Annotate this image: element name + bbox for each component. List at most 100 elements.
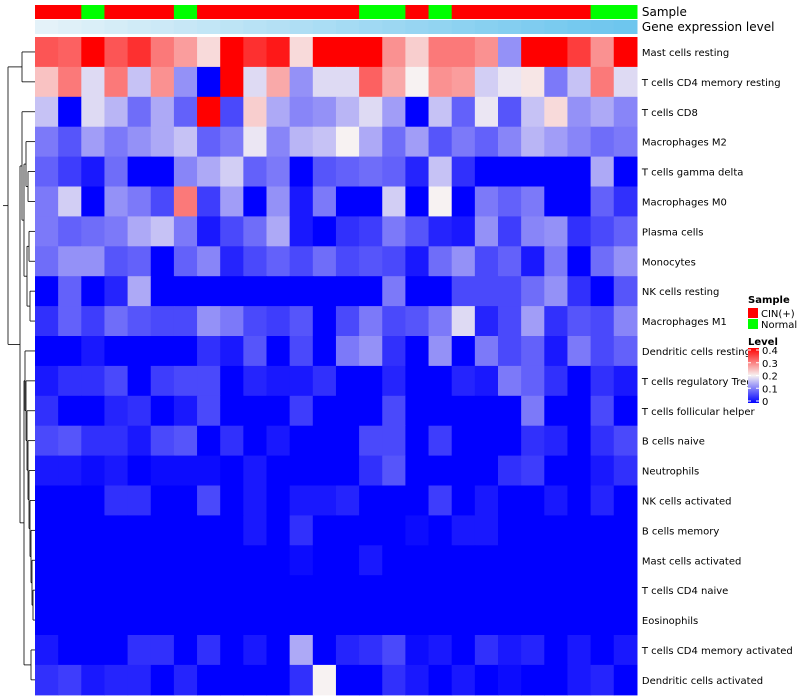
gene-expression-annotation-cell (312, 20, 337, 34)
heatmap-cell (521, 216, 545, 247)
heatmap-cell (58, 276, 82, 307)
sample-annotation-cell (81, 5, 106, 19)
heatmap-cell (590, 66, 615, 98)
row-label: Plasma cells (642, 227, 704, 238)
heatmap-cell (544, 216, 569, 247)
heatmap-cell (451, 455, 476, 487)
heatmap-cell (150, 276, 175, 307)
heatmap-cell (359, 306, 383, 337)
heatmap-cell (590, 664, 615, 696)
heatmap-cell (127, 425, 152, 457)
heatmap-cell (127, 365, 152, 397)
heatmap-cell (266, 575, 291, 606)
heatmap-cell (613, 156, 638, 188)
heatmap-cell (405, 575, 430, 606)
heatmap-cell (104, 66, 129, 98)
heatmap-cell (173, 605, 198, 636)
heatmap-cell (289, 575, 314, 606)
heatmap-cell (289, 306, 314, 337)
heatmap-cell (405, 336, 430, 367)
heatmap-cell (544, 575, 569, 606)
heatmap-cell (498, 306, 522, 337)
sample-legend-label: Normal (761, 320, 797, 331)
heatmap-cell (382, 365, 406, 397)
heatmap-cell (590, 635, 615, 666)
heatmap-cell (127, 306, 152, 337)
heatmap-cell (220, 156, 244, 188)
heatmap-cell (35, 515, 59, 546)
sample-annotation-cell (613, 5, 638, 19)
heatmap-cell (312, 306, 337, 337)
row-label: T cells CD4 memory activated (641, 646, 793, 657)
heatmap-cell (220, 365, 244, 397)
heatmap-cell (81, 664, 106, 696)
heatmap-cell (428, 515, 453, 546)
gene-expression-annotation-cell (266, 20, 291, 34)
heatmap-cell (382, 126, 406, 158)
heatmap-cell (289, 455, 314, 487)
heatmap-cell (58, 365, 82, 397)
level-legend-tick-label: 0.4 (762, 346, 778, 357)
heatmap-cell (590, 37, 615, 68)
heatmap-cell (521, 635, 545, 666)
heatmap-cell (150, 635, 175, 666)
heatmap-cell (428, 365, 453, 397)
heatmap-cell (243, 66, 268, 98)
heatmap-cell (266, 395, 291, 427)
heatmap-cell (289, 365, 314, 397)
heatmap-cell (220, 575, 244, 606)
heatmap-cell (289, 336, 314, 367)
heatmap-cell (590, 336, 615, 367)
heatmap-cell (451, 515, 476, 546)
heatmap-cell (613, 126, 638, 158)
heatmap-cell (150, 306, 175, 337)
heatmap-cell (567, 126, 592, 158)
heatmap-cell (173, 395, 198, 427)
gene-expression-annotation-cell (173, 20, 198, 34)
heatmap-cell (266, 276, 291, 307)
heatmap-cell (197, 37, 221, 68)
sample-annotation-cell (474, 5, 499, 19)
sample-annotation-cell (567, 5, 592, 19)
heatmap-cell (613, 336, 638, 367)
heatmap-cell (498, 336, 522, 367)
row-label: T cells follicular helper (641, 407, 756, 418)
gene-expression-annotation-cell (197, 20, 221, 34)
heatmap-cell (243, 515, 268, 546)
heatmap-cell (567, 246, 592, 277)
heatmap-cell (58, 37, 82, 68)
heatmap-cell (359, 575, 383, 606)
heatmap-cell (521, 515, 545, 546)
heatmap-cell (451, 485, 476, 516)
heatmap-cell (104, 515, 129, 546)
row-label: Dendritic cells activated (642, 676, 763, 687)
heatmap-cell (613, 664, 638, 696)
heatmap-cell (266, 126, 291, 158)
heatmap-cell (544, 455, 569, 487)
heatmap-cell (243, 365, 268, 397)
heatmap-cell (359, 126, 383, 158)
heatmap-cell (474, 485, 499, 516)
heatmap-cell (173, 276, 198, 307)
heatmap-cell (312, 365, 337, 397)
heatmap-cell (335, 126, 360, 158)
level-legend-title: Level (748, 337, 778, 348)
heatmap-cell (266, 545, 291, 576)
level-legend-tick-label: 0.3 (762, 359, 778, 370)
heatmap-cell (521, 425, 545, 457)
heatmap-cell (58, 455, 82, 487)
heatmap-cell (451, 545, 476, 576)
heatmap-cell (474, 515, 499, 546)
heatmap-cell (498, 66, 522, 98)
heatmap-cell (243, 485, 268, 516)
heatmap-cell (58, 306, 82, 337)
heatmap-cell (58, 126, 82, 158)
gene-expression-annotation-cell (498, 20, 522, 34)
heatmap-cell (544, 425, 569, 457)
gene-expression-annotation-cell (474, 20, 499, 34)
heatmap-cell (312, 156, 337, 188)
heatmap-cell (220, 126, 244, 158)
heatmap-cell (544, 664, 569, 696)
heatmap-cell (359, 605, 383, 636)
